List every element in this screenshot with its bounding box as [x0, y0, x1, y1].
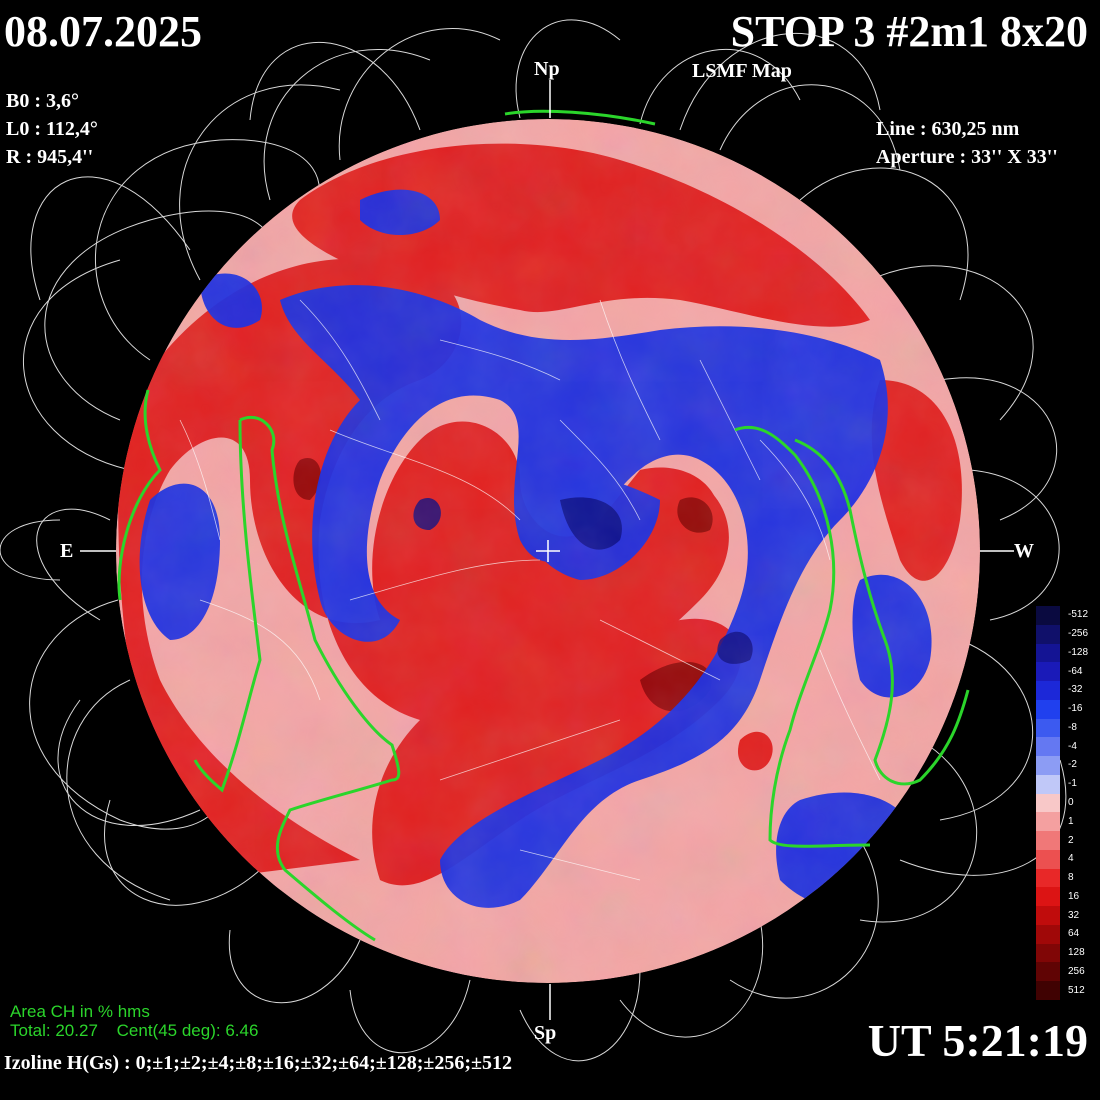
- coronal-hole-total: Total: 20.27: [10, 1021, 98, 1040]
- colorbar-segment: [1036, 643, 1060, 663]
- izoline-legend: Izoline H(Gs) : 0;±1;±2;±4;±8;±16;±32;±6…: [4, 1052, 513, 1074]
- colorbar-label: 8: [1068, 872, 1074, 884]
- param-aperture: Aperture : 33'' X 33'': [876, 146, 1058, 168]
- coronal-hole-central: Cent(45 deg): 6.46: [116, 1021, 259, 1040]
- colorbar-segment: [1036, 624, 1060, 644]
- param-line: Line : 630,25 nm: [876, 118, 1020, 140]
- colorbar-segment: [1036, 831, 1060, 851]
- colorbar-segment: [1036, 774, 1060, 795]
- map-type-label: LSMF Map: [692, 60, 792, 82]
- colorbar-segment: [1036, 737, 1060, 757]
- colorbar-segment: [1036, 887, 1060, 907]
- coronal-hole-boundaries: [117, 109, 970, 942]
- colorbar-segment: [1036, 793, 1060, 813]
- colorbar-segment: [1036, 924, 1060, 945]
- colorbar-label: -4: [1068, 740, 1077, 752]
- colorbar-segment: [1036, 849, 1060, 870]
- colorbar-segment: [1036, 868, 1060, 888]
- north-pole-label: Np: [534, 58, 560, 80]
- west-label: W: [1014, 540, 1034, 562]
- param-radius: R : 945,4'': [6, 146, 94, 168]
- colorbar-label: -64: [1068, 665, 1083, 677]
- field-strength-colorbar: [1036, 606, 1060, 1001]
- colorbar-segment: [1036, 981, 1060, 1001]
- south-pole-label: Sp: [534, 1022, 557, 1044]
- colorbar-label: 512: [1068, 984, 1085, 996]
- east-label: E: [60, 540, 74, 562]
- colorbar-segment: [1036, 606, 1060, 626]
- colorbar-label: -16: [1068, 703, 1083, 715]
- colorbar-segment: [1036, 906, 1060, 926]
- colorbar-segment: [1036, 718, 1060, 738]
- param-l0: L0 : 112,4°: [6, 118, 98, 140]
- colorbar-segment: [1036, 681, 1060, 701]
- coronal-hole-area-label: Area CH in % hms: [10, 1002, 150, 1021]
- colorbar-label: 64: [1068, 928, 1080, 940]
- colorbar-label: -512: [1068, 609, 1089, 621]
- colorbar-label: 256: [1068, 965, 1085, 977]
- coronal-hole-values: Total: 20.27 Cent(45 deg): 6.46: [10, 1021, 272, 1041]
- colorbar-label: -128: [1068, 646, 1089, 658]
- colorbar-segment: [1036, 812, 1060, 832]
- observation-time: UT 5:21:19: [867, 1015, 1088, 1066]
- field-lines-outer: [0, 19, 1067, 1062]
- observation-id: STOP 3 #2m1 8x20: [730, 7, 1088, 56]
- colorbar-label: 0: [1068, 797, 1074, 808]
- colorbar-label: 16: [1068, 890, 1080, 902]
- colorbar-label: 2: [1068, 834, 1074, 846]
- colorbar-label: -1: [1068, 778, 1077, 790]
- param-b0: B0 : 3,6°: [6, 90, 79, 112]
- colorbar-label: -32: [1068, 684, 1083, 696]
- colorbar-segment: [1036, 662, 1060, 682]
- colorbar-label: 1: [1068, 815, 1074, 827]
- colorbar-segment: [1036, 756, 1060, 776]
- colorbar-label: 128: [1068, 947, 1085, 959]
- colorbar-label: -256: [1068, 628, 1089, 640]
- colorbar-segment: [1036, 962, 1060, 982]
- colorbar-label: 4: [1068, 853, 1074, 865]
- colorbar-segment: [1036, 699, 1060, 720]
- colorbar-label: -2: [1068, 759, 1077, 771]
- colorbar-label: 32: [1068, 909, 1080, 921]
- colorbar-segment: [1036, 943, 1060, 963]
- axis-ticks: [80, 80, 1014, 1020]
- colorbar-label: -8: [1068, 721, 1077, 733]
- observation-date: 08.07.2025: [4, 7, 202, 56]
